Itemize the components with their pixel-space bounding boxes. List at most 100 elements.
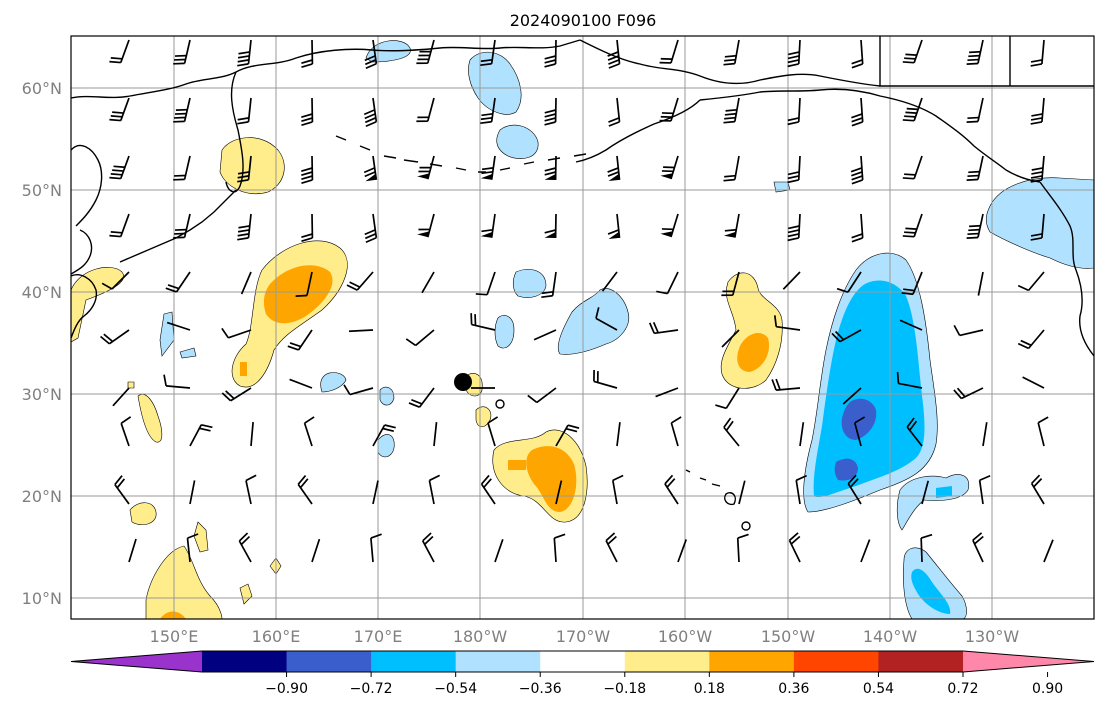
wind-barb	[966, 39, 984, 65]
lat-label-10n: 10°N	[22, 589, 62, 608]
wind-barb	[240, 271, 252, 295]
wind-barb	[1017, 271, 1045, 292]
coast-alaska-gulf	[699, 88, 1041, 183]
wind-barb	[660, 213, 679, 238]
colorbar-segment	[286, 651, 372, 672]
wind-barb	[173, 97, 191, 123]
wind-barb	[723, 417, 740, 447]
wind-barb	[487, 416, 499, 447]
wind-barb	[120, 416, 132, 447]
coast-sakhalin	[71, 229, 93, 275]
wind-barb	[245, 474, 257, 505]
coast-aleutians	[335, 135, 587, 173]
wind-barb	[787, 155, 801, 184]
wind-barb	[189, 423, 213, 447]
colorbar-extend-high	[963, 651, 1094, 672]
wind-barb	[670, 416, 682, 447]
colorbar-segment	[540, 651, 626, 672]
anomaly-blue-165e-30n	[320, 372, 347, 393]
anomaly-148e-27n	[137, 394, 163, 443]
anomaly-west-coast	[71, 267, 124, 343]
wind-barb	[421, 532, 435, 563]
wind-barb	[475, 271, 496, 296]
wind-barb	[901, 271, 923, 296]
wind-barb	[544, 97, 557, 126]
colorbar-segment	[371, 651, 457, 672]
colorbar-segment	[709, 651, 795, 672]
lat-label-40n: 40°N	[22, 283, 62, 302]
wind-barb	[544, 39, 557, 68]
anomaly-small-b	[193, 521, 209, 553]
wind-barb	[553, 533, 566, 563]
wind-barb	[301, 97, 314, 127]
wind-barb	[101, 271, 130, 290]
wind-barb	[799, 422, 805, 447]
wind-barb	[301, 39, 314, 69]
anomaly-kamchatka	[219, 137, 285, 194]
wind-barb	[721, 271, 740, 297]
wind-barb	[782, 271, 801, 290]
wind-barb	[851, 97, 864, 127]
colorbar-segment	[878, 651, 964, 672]
wind-barb	[902, 39, 923, 64]
wind-barb	[1030, 97, 1045, 125]
wind-barb	[953, 387, 984, 400]
wind-barbs	[100, 39, 1054, 563]
plot-frame	[70, 35, 1095, 620]
map-title: 2024090100 F096	[510, 11, 657, 30]
wind-barb	[920, 533, 933, 563]
colorbar-segment	[793, 651, 879, 672]
colorbar-tick-label: −0.72	[350, 681, 393, 697]
lon-label-160e: 160°E	[252, 627, 301, 646]
lat-label-50n: 50°N	[22, 181, 62, 200]
wind-barb	[655, 387, 679, 398]
colorbar-tick-label: 0.36	[778, 681, 809, 697]
wind-barb	[480, 213, 496, 238]
colorbar-tick-label: −0.18	[603, 681, 646, 697]
wind-barb	[311, 538, 321, 563]
anomaly-blue-small-5	[179, 347, 197, 359]
wind-barb	[921, 480, 930, 505]
wind-barb	[771, 378, 801, 391]
wind-barb	[405, 329, 435, 347]
wind-barb	[289, 378, 313, 389]
anomaly-160e-40n-core2	[240, 362, 247, 376]
wind-barb	[112, 387, 130, 407]
wind-barb	[788, 532, 801, 563]
wind-barb	[601, 271, 618, 292]
lon-label-180w: 180°W	[453, 627, 508, 646]
anomaly-blue-small-3	[377, 434, 395, 458]
wind-barb	[173, 213, 191, 239]
wind-barb	[860, 539, 871, 563]
wind-barb	[659, 39, 679, 64]
lon-label-170w: 170°W	[556, 627, 611, 646]
wind-barb	[541, 271, 557, 299]
anomaly-155w-35n-core	[737, 332, 770, 372]
wind-barb	[977, 271, 984, 296]
wind-barb	[372, 424, 396, 447]
colorbar-tick-label: 0.90	[1032, 681, 1063, 697]
wind-barb	[417, 213, 435, 238]
lon-label-150e: 150°E	[150, 627, 199, 646]
anomaly-blue-12n-core	[911, 568, 951, 614]
wind-barb	[221, 387, 252, 402]
wind-barb	[616, 422, 621, 447]
wind-barb	[1030, 155, 1045, 183]
wind-barb	[953, 324, 984, 337]
anomaly-blue-12n	[902, 547, 967, 619]
anomaly-155w-35n	[720, 272, 783, 389]
wind-barb	[363, 97, 378, 128]
wind-barb	[186, 533, 199, 563]
lon-label-140w: 140°W	[863, 627, 918, 646]
wind-barb	[607, 155, 621, 182]
wind-barb	[109, 39, 130, 64]
wind-barb	[660, 155, 679, 180]
coast-okhotsk	[71, 144, 103, 227]
wind-barb	[301, 213, 314, 243]
wind-barb	[527, 387, 557, 404]
wind-barb	[795, 474, 807, 505]
wind-barb	[721, 329, 740, 348]
anomaly-small-d	[239, 583, 253, 605]
wind-barb	[363, 155, 378, 182]
colorbar-tick-label: −0.54	[434, 681, 477, 697]
